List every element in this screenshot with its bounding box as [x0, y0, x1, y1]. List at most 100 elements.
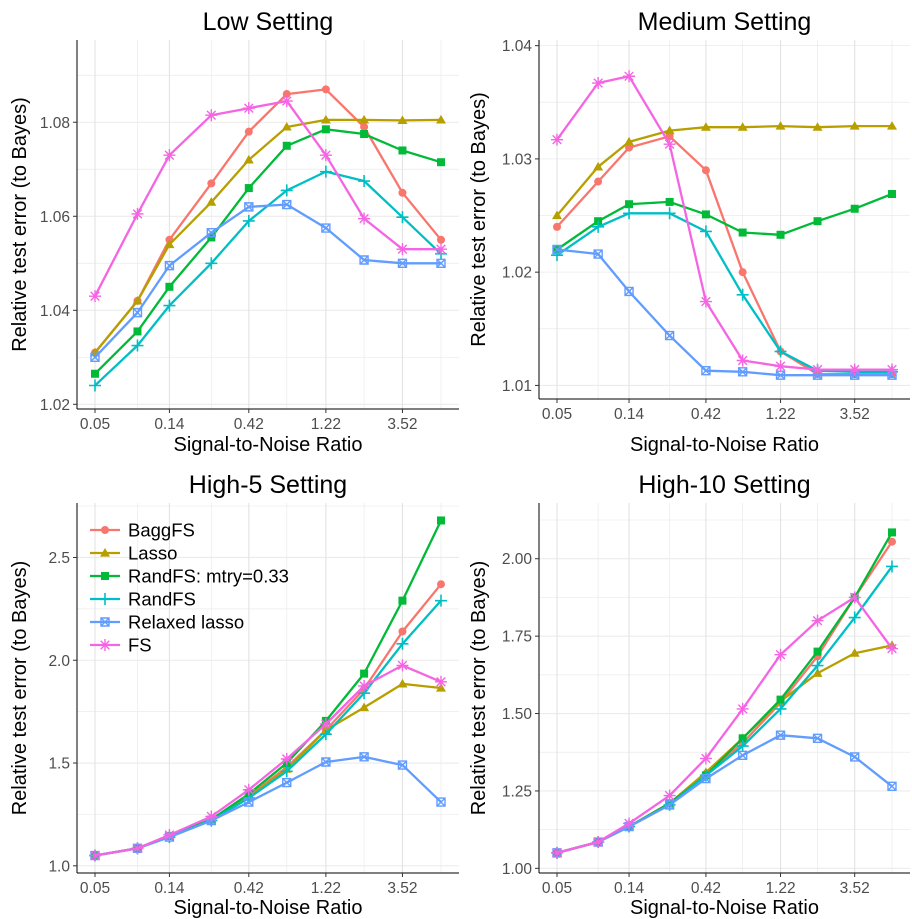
data-point	[736, 740, 749, 753]
data-point	[775, 121, 786, 130]
data-point	[701, 210, 710, 219]
x-tick-label: 0.05	[80, 416, 110, 433]
data-point	[776, 695, 785, 704]
data-point	[737, 750, 748, 761]
gridlines	[539, 503, 910, 873]
data-point	[701, 773, 711, 784]
series-randfs-mtry-0-33	[91, 125, 445, 378]
x-tick-label: 0.42	[234, 416, 264, 433]
data-point	[437, 158, 445, 167]
data-point	[437, 235, 445, 244]
y-tick-label: 1.50	[502, 706, 533, 723]
data-point	[552, 210, 562, 220]
data-point	[91, 369, 99, 378]
data-point	[776, 230, 785, 239]
data-point	[887, 121, 897, 130]
data-point	[206, 197, 217, 206]
panel-title: High-5 Setting	[189, 471, 347, 499]
x-tick-label: 3.52	[840, 406, 870, 423]
x-tick-label: 3.52	[840, 880, 870, 897]
series-relaxed-lasso	[90, 199, 446, 362]
x-tick-label: 1.22	[765, 406, 795, 423]
x-tick-label: 0.42	[234, 880, 264, 897]
series-line	[556, 596, 893, 855]
data-point	[699, 295, 712, 308]
series-line	[93, 99, 441, 297]
data-point	[244, 202, 254, 212]
data-point	[623, 207, 636, 220]
data-point	[551, 846, 563, 859]
data-point	[888, 528, 896, 537]
x-tick-label: 1.22	[311, 880, 341, 897]
data-point	[736, 288, 749, 301]
data-point	[133, 327, 142, 336]
data-point	[319, 165, 332, 178]
y-tick-label: 1.01	[502, 378, 532, 395]
data-point	[775, 370, 786, 380]
data-point	[242, 102, 255, 115]
data-point	[163, 149, 176, 162]
data-point	[242, 783, 255, 796]
y-tick-label: 1.25	[502, 783, 532, 800]
data-point	[737, 367, 748, 377]
data-point	[774, 702, 787, 715]
data-point	[888, 190, 896, 199]
y-tick-label: 1.5	[48, 756, 70, 773]
data-point	[592, 836, 605, 849]
legend-marker	[99, 593, 111, 605]
data-point	[812, 733, 823, 744]
data-point	[551, 249, 563, 262]
data-point	[321, 125, 330, 134]
x-tick-label: 0.14	[154, 416, 185, 433]
data-point	[131, 842, 144, 855]
y-tick-label: 2.00	[502, 551, 533, 568]
y-tick-label: 1.02	[502, 265, 532, 282]
panel-background	[539, 503, 910, 873]
data-point	[436, 797, 446, 807]
x-tick-label: 1.22	[311, 416, 341, 433]
data-point	[701, 166, 710, 175]
data-point	[132, 295, 143, 305]
x-tick-label: 0.05	[542, 406, 572, 423]
x-axis-label: Signal-to-Noise Ratio	[630, 434, 819, 456]
x-tick-label: 3.52	[387, 416, 417, 433]
data-point	[397, 258, 408, 268]
data-point	[812, 122, 823, 131]
y-axis-label: Relative test error (to Bayes)	[9, 561, 31, 816]
data-point	[280, 184, 293, 197]
series-line	[556, 248, 892, 377]
data-point	[205, 109, 218, 122]
data-point	[360, 122, 369, 131]
series-line	[94, 88, 442, 354]
data-point	[624, 136, 635, 146]
data-point	[888, 537, 896, 546]
data-point	[886, 560, 898, 573]
data-point	[244, 797, 254, 807]
data-point	[206, 228, 217, 238]
data-point	[205, 810, 218, 823]
legend-entry: RandFS	[90, 589, 196, 610]
data-point	[435, 243, 447, 256]
y-tick-label: 1.00	[502, 861, 533, 878]
x-axis-label: Signal-to-Noise Ratio	[174, 897, 363, 919]
series-line	[556, 192, 893, 251]
y-tick-label: 1.02	[40, 397, 70, 414]
data-point	[436, 114, 446, 124]
legend-entry: FS	[90, 635, 152, 656]
legend-entry: BaggFS	[90, 520, 195, 541]
data-point	[207, 179, 216, 188]
data-point	[244, 184, 253, 193]
data-point	[624, 286, 634, 297]
data-point	[663, 138, 676, 151]
data-point	[623, 70, 636, 83]
y-tick-label: 1.08	[40, 115, 70, 132]
y-tick-label: 1.03	[502, 151, 532, 168]
data-point	[592, 220, 605, 233]
data-point	[437, 580, 445, 589]
panel-background	[77, 40, 459, 409]
data-point	[886, 363, 898, 376]
data-point	[205, 257, 218, 270]
data-point	[243, 154, 254, 164]
panel-title: High-10 Setting	[638, 471, 810, 499]
y-axis-label: Relative test error (to Bayes)	[9, 97, 31, 352]
